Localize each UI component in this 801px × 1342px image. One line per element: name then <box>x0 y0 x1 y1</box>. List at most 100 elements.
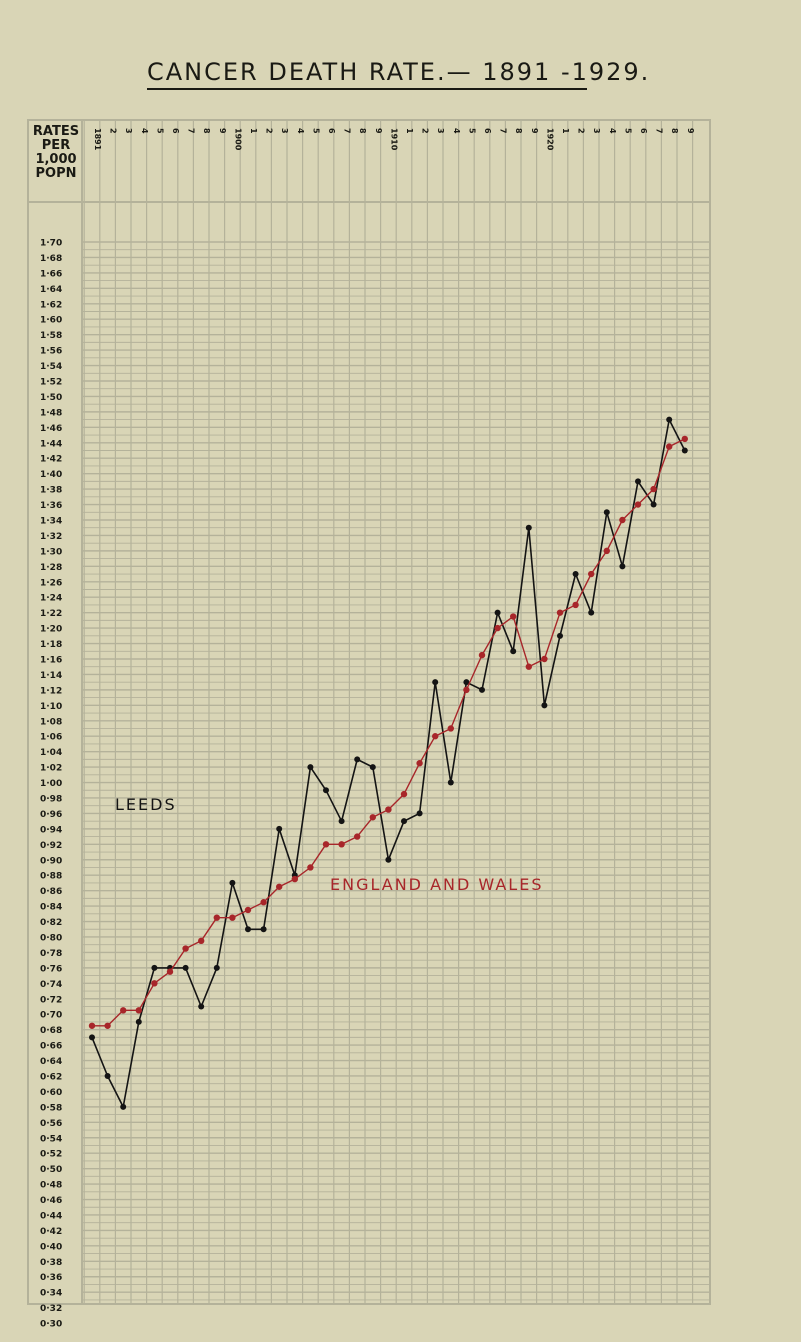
y-tick-label: 0·96 <box>40 810 62 820</box>
england-wales-data-point <box>416 760 423 767</box>
x-tick-label: 3 <box>592 128 601 134</box>
x-tick-label: 4 <box>296 128 305 134</box>
y-tick-label: 1·66 <box>40 269 62 279</box>
x-tick-label: 1 <box>249 128 258 134</box>
england-wales-data-point <box>510 613 517 620</box>
leeds-data-point <box>525 524 532 531</box>
y-tick-label: 0·36 <box>40 1273 62 1283</box>
england-wales-data-point <box>244 906 252 914</box>
x-tick-label: 1 <box>561 128 570 134</box>
chart-frame <box>27 119 711 1305</box>
y-tick-label: 0·30 <box>40 1320 62 1330</box>
england-wales-data-point <box>151 980 158 987</box>
leeds-series-label: LEEDS <box>115 795 177 814</box>
leeds-data-point <box>557 632 563 639</box>
x-tick-label: 4 <box>608 128 617 134</box>
england-wales-data-point <box>494 624 501 632</box>
england-wales-data-point <box>291 875 298 883</box>
y-tick-label: 1·18 <box>40 640 62 650</box>
x-tick-label: 3 <box>280 128 289 134</box>
x-tick-label: 4 <box>452 128 461 134</box>
y-tick-label: 1·08 <box>40 717 62 727</box>
x-tick-label: 9 <box>686 128 695 134</box>
england-wales-data-point <box>229 914 236 921</box>
y-tick-label: 1·46 <box>40 424 62 434</box>
y-tick-label: 1·22 <box>40 609 62 619</box>
y-axis-ticks: 1·70 1·68 1·66 1·64 1·62 1·60 1·58 1·56 1·54 1·52… <box>40 239 62 1330</box>
y-tick-label: 0·58 <box>40 1103 62 1113</box>
y-tick-label: 1·56 <box>40 347 62 357</box>
england-wales-data-point <box>634 501 642 508</box>
y-tick-label: 1·30 <box>40 547 62 557</box>
y-tick-label: 1·34 <box>40 516 62 526</box>
england-wales-data-point <box>213 914 220 921</box>
x-tick-label: 2 <box>265 128 274 134</box>
england-wales-data-point <box>182 945 189 952</box>
y-tick-label: 1·54 <box>40 362 62 372</box>
leeds-data-point <box>307 764 314 771</box>
y-tick-label: 1·02 <box>40 764 62 774</box>
england-wales-data-point <box>619 516 626 524</box>
y-tick-label: 1·12 <box>40 686 62 696</box>
leeds-data-point <box>541 702 548 709</box>
y-axis-heading-line: 1,000 <box>35 152 77 167</box>
y-tick-label: 0·68 <box>40 1026 62 1036</box>
y-tick-label: 0·32 <box>40 1304 62 1314</box>
england-wales-data-point <box>541 655 548 663</box>
y-tick-label: 1·62 <box>40 300 62 310</box>
y-tick-label: 1·04 <box>40 748 62 758</box>
x-tick-label: 7 <box>499 128 508 134</box>
england-wales-line <box>92 438 686 1027</box>
england-wales-data-point <box>198 937 205 945</box>
y-tick-label: 0·80 <box>40 933 62 943</box>
x-tick-label: 6 <box>639 128 648 134</box>
england-wales-data-point <box>260 899 267 906</box>
england-wales-data-point <box>681 435 688 443</box>
leeds-data-point <box>323 787 329 794</box>
leeds-data-point <box>198 1003 205 1010</box>
y-tick-label: 0·38 <box>40 1258 62 1268</box>
y-tick-label: 0·78 <box>40 949 62 959</box>
england-wales-data-point <box>478 651 486 659</box>
england-wales-data-point <box>572 601 579 609</box>
england-wales-data-point <box>307 864 314 871</box>
x-tick-label: 1 <box>405 128 414 134</box>
y-tick-label: 1·16 <box>40 655 62 665</box>
y-tick-label: 1·00 <box>40 779 62 789</box>
leeds-data-point <box>151 964 158 971</box>
england-wales-data-point <box>556 609 564 616</box>
y-tick-label: 0·62 <box>40 1072 62 1082</box>
x-tick-label: 5 <box>467 128 476 134</box>
leeds-data-point <box>650 501 657 508</box>
y-axis-heading-line: POPN <box>35 166 77 181</box>
england-wales-data-point <box>650 485 657 493</box>
england-wales-data-point <box>120 1007 127 1014</box>
y-tick-label: 1·20 <box>40 625 62 635</box>
y-tick-label: 0·50 <box>40 1165 62 1175</box>
leeds-data-point <box>681 447 688 454</box>
leeds-data-point <box>447 779 454 786</box>
y-tick-label: 1·42 <box>40 455 62 465</box>
chart-series <box>88 416 688 1110</box>
outer-border <box>27 119 711 1305</box>
y-axis-heading: RATES PER 1,000 POPN <box>32 125 80 181</box>
y-tick-label: 0·70 <box>40 1011 62 1021</box>
england-wales-data-point <box>354 833 361 840</box>
y-tick-label: 1·14 <box>40 671 62 681</box>
chart-title: CANCER DEATH RATE.— 1891 -1929. <box>147 58 648 90</box>
england-wales-data-point <box>603 547 610 555</box>
y-tick-label: 0·54 <box>40 1134 62 1144</box>
x-tick-label: 5 <box>623 128 632 134</box>
y-tick-label: 0·88 <box>40 872 62 882</box>
y-tick-label: 1·38 <box>40 486 62 496</box>
y-tick-label: 0·42 <box>40 1227 62 1237</box>
y-tick-label: 1·24 <box>40 594 62 604</box>
x-tick-label: 1920 <box>545 128 554 151</box>
leeds-data-point <box>369 764 376 771</box>
y-tick-label: 0·76 <box>40 964 62 974</box>
x-tick-label: 9 <box>218 128 227 134</box>
x-tick-label: 5 <box>311 128 320 134</box>
x-tick-label: 3 <box>436 128 445 134</box>
x-tick-label: 2 <box>577 128 586 134</box>
